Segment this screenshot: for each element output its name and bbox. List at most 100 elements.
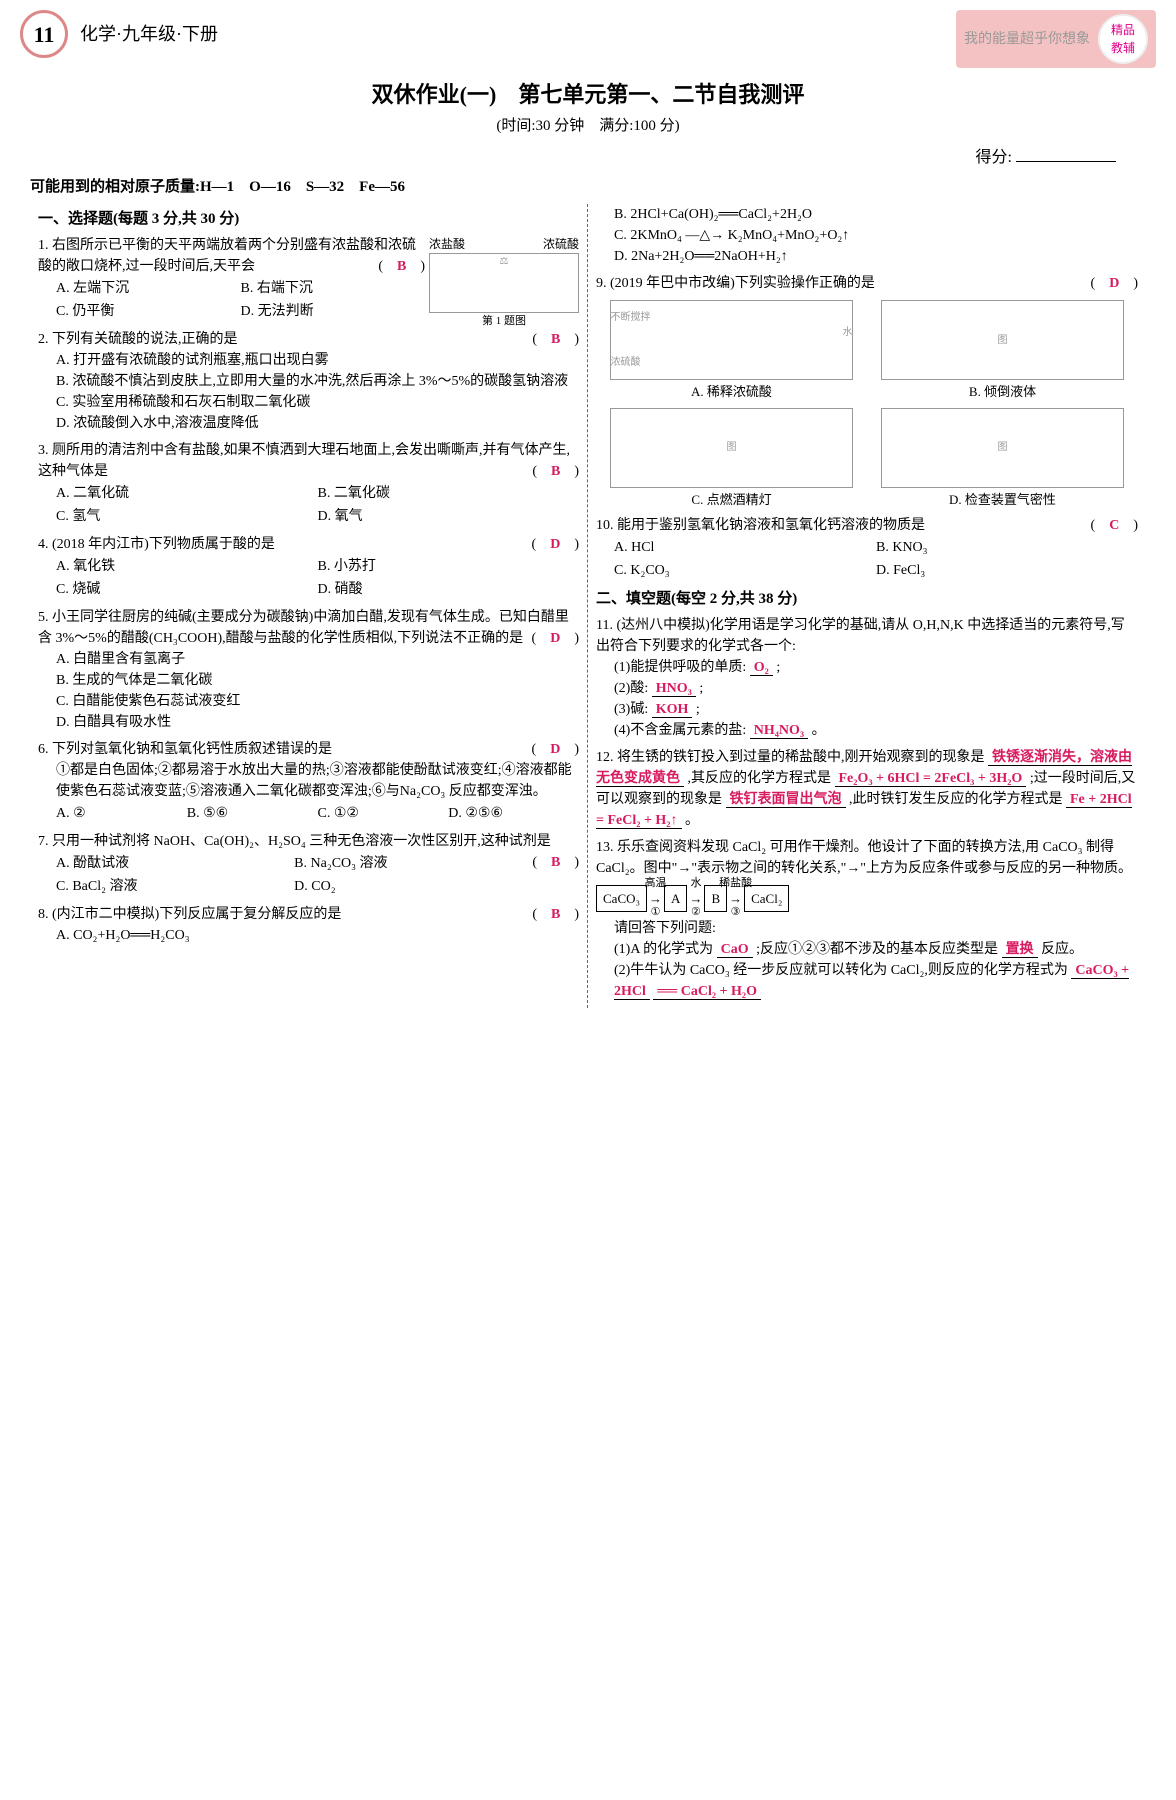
q6-desc: ①都是白色固体;②都易溶于水放出大量的热;③溶液都能使酚酞试液变红;④溶液都能使… bbox=[56, 760, 579, 802]
q2-answer-paren: ( B ) bbox=[532, 329, 579, 350]
q7-opt-b: B. Na₂CO₃ 溶液 bbox=[294, 852, 532, 875]
q12-t4: ,此时铁钉发生反应的化学方程式是 bbox=[849, 792, 1063, 807]
q9-label-d: D. 检查装置气密性 bbox=[949, 492, 1056, 507]
flow-arrow-1: 高温 → ① bbox=[649, 889, 662, 909]
q7-text: 7. 只用一种试剂将 NaOH、Ca(OH)₂、H₂SO₄ 三种无色溶液一次性区… bbox=[38, 834, 551, 849]
page-header: 11 化学·九年级·下册 我的能量超乎你想象 精品 教辅 bbox=[0, 0, 1176, 68]
q1-opt-c: C. 仍平衡 bbox=[56, 300, 241, 323]
q13-p1: (1)A 的化学式为 CaO ;反应①②③都不涉及的基本反应类型是 置换 反应。 bbox=[614, 939, 1138, 960]
q1-opt-a: A. 左端下沉 bbox=[56, 277, 241, 300]
question-5: 5. 小王同学往厨房的纯碱(主要成分为碳酸钠)中滴加白醋,发现有气体生成。已知白… bbox=[38, 607, 579, 733]
q4-answer: D bbox=[550, 537, 560, 552]
q2-answer: B bbox=[551, 332, 560, 347]
q3-answer: B bbox=[551, 464, 560, 479]
subject-title: 化学·九年级·下册 bbox=[80, 21, 218, 48]
flow-num-3: ③ bbox=[731, 904, 741, 921]
q11-text: 11. (达州八中模拟)化学用语是学习化学的基础,请从 O,H,N,K 中选择适… bbox=[596, 618, 1125, 654]
q7-answer-paren: ( B ) bbox=[532, 852, 579, 873]
question-13: 13. 乐乐查阅资料发现 CaCl₂ 可用作干燥剂。他设计了下面的转换方法,用 … bbox=[596, 837, 1138, 1003]
q10-opt-c: C. K₂CO₃ bbox=[614, 559, 876, 582]
q11-a3: KOH bbox=[652, 702, 693, 718]
q5-opt-d: D. 白醋具有吸水性 bbox=[56, 712, 579, 733]
light-lamp-icon: 图 bbox=[610, 408, 854, 488]
q13-a1: CaO bbox=[717, 942, 753, 958]
score-label: 得分: bbox=[976, 149, 1012, 166]
q10-answer: C bbox=[1109, 518, 1119, 533]
q11-p4-text: (4)不含金属元素的盐: bbox=[614, 723, 746, 738]
q7-answer: B bbox=[551, 855, 560, 870]
pour-liquid-icon: 图 bbox=[881, 300, 1125, 380]
question-1: 浓盐酸 浓硫酸 ⚖ 第 1 题图 1. 右图所示已平衡的天平两端放着两个分别盛有… bbox=[38, 235, 579, 323]
airtight-check-icon: 图 bbox=[881, 408, 1125, 488]
content-columns: 一、选择题(每题 3 分,共 30 分) 浓盐酸 浓硫酸 ⚖ 第 1 题图 1.… bbox=[0, 204, 1176, 1008]
q9-fig-a: 不断搅拌 水 浓硫酸 A. 稀释浓硫酸 bbox=[610, 300, 854, 402]
q9-answer-paren: ( D ) bbox=[1091, 273, 1138, 294]
balance-icon: ⚖ bbox=[429, 253, 579, 313]
q1-answer: B bbox=[397, 259, 406, 274]
q9-label-a: A. 稀释浓硫酸 bbox=[691, 384, 772, 399]
q10-options: A. HCl B. KNO₃ C. K₂CO₃ D. FeCl₃ bbox=[614, 536, 1138, 582]
q11-p4: (4)不含金属元素的盐: NH₄NO₃ 。 bbox=[614, 720, 1138, 741]
q6-opt-b: B. ⑤⑥ bbox=[187, 802, 318, 825]
q3-opt-c: C. 氢气 bbox=[56, 505, 318, 528]
flow-arrow-3: 稀盐酸 → ③ bbox=[729, 889, 742, 909]
stir-label: 不断搅拌 bbox=[611, 312, 651, 323]
q11-s1: ; bbox=[776, 660, 780, 675]
q3-options: A. 二氧化硫 B. 二氧化碳 C. 氢气 D. 氧气 bbox=[56, 482, 579, 528]
question-11: 11. (达州八中模拟)化学用语是学习化学的基础,请从 O,H,N,K 中选择适… bbox=[596, 615, 1138, 741]
flow-label-3: 稀盐酸 bbox=[719, 875, 752, 892]
q7-opt-a: A. 酚酞试液 bbox=[56, 852, 294, 875]
question-2: 2. 下列有关硫酸的说法,正确的是 ( B ) A. 打开盛有浓硫酸的试剂瓶塞,… bbox=[38, 329, 579, 434]
exam-info: (时间:30 分钟 满分:100 分) bbox=[0, 115, 1176, 138]
q9-fig-d: 图 D. 检查装置气密性 bbox=[881, 408, 1125, 510]
q7-options: A. 酚酞试液 B. Na₂CO₃ 溶液 C. BaCl₂ 溶液 D. CO₂ bbox=[56, 852, 532, 898]
q5-answer: D bbox=[550, 631, 560, 646]
q9-label-c: C. 点燃酒精灯 bbox=[691, 492, 771, 507]
q7-opt-d: D. CO₂ bbox=[294, 875, 532, 898]
q4-opt-c: C. 烧碱 bbox=[56, 578, 318, 601]
q13-p1b: ;反应①②③都不涉及的基本反应类型是 bbox=[756, 942, 998, 957]
q13-a2b: ══ CaCl₂ + H₂O bbox=[653, 984, 761, 1000]
section1-title: 一、选择题(每题 3 分,共 30 分) bbox=[38, 208, 579, 231]
q10-opt-d: D. FeCl₃ bbox=[876, 559, 1138, 582]
q5-answer-paren: ( D ) bbox=[532, 628, 579, 649]
q11-p3: (3)碱: KOH ; bbox=[614, 699, 1138, 720]
q13-sub: 请回答下列问题: bbox=[614, 918, 1138, 939]
q8-answer-paren: ( B ) bbox=[532, 904, 579, 925]
q2-text: 2. 下列有关硫酸的说法,正确的是 bbox=[38, 332, 238, 347]
q9-fig-row1: 不断搅拌 水 浓硫酸 A. 稀释浓硫酸 图 B. 倾倒液体 bbox=[596, 300, 1138, 402]
q8-opt-a: A. CO₂+H₂O══H₂CO₃ bbox=[56, 925, 579, 946]
q10-answer-paren: ( C ) bbox=[1091, 515, 1138, 536]
q9-answer: D bbox=[1109, 276, 1119, 291]
q11-p2-text: (2)酸: bbox=[614, 681, 648, 696]
q11-a1: O₂ bbox=[750, 660, 773, 676]
q11-a2: HNO₃ bbox=[652, 681, 696, 697]
q9-label-b: B. 倾倒液体 bbox=[969, 384, 1036, 399]
q3-text: 3. 厕所用的清洁剂中含有盐酸,如果不慎洒到大理石地面上,会发出嘶嘶声,并有气体… bbox=[38, 443, 570, 479]
q4-text: 4. (2018 年内江市)下列物质属于酸的是 bbox=[38, 537, 275, 552]
question-4: 4. (2018 年内江市)下列物质属于酸的是 ( D ) A. 氧化铁 B. … bbox=[38, 534, 579, 601]
q4-options: A. 氧化铁 B. 小苏打 C. 烧碱 D. 硝酸 bbox=[56, 555, 579, 601]
q12-a2: Fe₂O₃ + 6HCl = 2FeCl₃ + 3H₂O bbox=[835, 771, 1027, 787]
q11-a4: NH₄NO₃ bbox=[750, 723, 808, 739]
q6-opt-d: D. ②⑤⑥ bbox=[448, 802, 579, 825]
q12-t2: ,其反应的化学方程式是 bbox=[688, 771, 832, 786]
q4-opt-a: A. 氧化铁 bbox=[56, 555, 318, 578]
score-line: 得分: bbox=[0, 146, 1176, 170]
flow-label-1: 高温 bbox=[645, 875, 667, 892]
right-column: B. 2HCl+Ca(OH)₂══CaCl₂+2H₂O C. 2KMnO₄ —△… bbox=[588, 204, 1146, 1008]
q1-options: A. 左端下沉 B. 右端下沉 C. 仍平衡 D. 无法判断 bbox=[56, 277, 425, 323]
flow-label-2: 水 bbox=[690, 875, 701, 892]
q6-opt-c: C. ①② bbox=[318, 802, 449, 825]
q2-opt-a: A. 打开盛有浓硫酸的试剂瓶塞,瓶口出现白雾 bbox=[56, 350, 579, 371]
page-number-badge: 11 bbox=[20, 10, 68, 58]
q9-fig-c: 图 C. 点燃酒精灯 bbox=[610, 408, 854, 510]
q13-p2-text: (2)牛牛认为 CaCO₃ 经一步反应就可以转化为 CaCl₂,则反应的化学方程… bbox=[614, 963, 1068, 978]
q2-opt-b: B. 浓硫酸不慎沾到皮肤上,立即用大量的水冲洗,然后再涂上 3%～5%的碳酸氢钠… bbox=[56, 371, 579, 392]
question-10: 10. 能用于鉴别氢氧化钠溶液和氢氧化钙溶液的物质是 ( C ) A. HCl … bbox=[596, 515, 1138, 582]
question-12: 12. 将生锈的铁钉投入到过量的稀盐酸中,刚开始观察到的现象是 铁锈逐渐消失，溶… bbox=[596, 747, 1138, 831]
q11-s2: ; bbox=[699, 681, 703, 696]
q11-p3-text: (3)碱: bbox=[614, 702, 648, 717]
q13-p1-text: (1)A 的化学式为 bbox=[614, 942, 713, 957]
q3-opt-d: D. 氧气 bbox=[318, 505, 580, 528]
